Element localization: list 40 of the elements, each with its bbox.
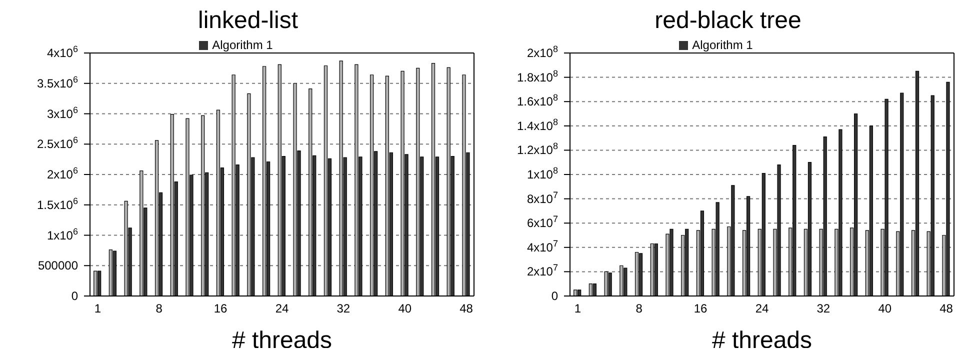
y-tick-label: 3.5x10$^{6}$ — [36, 74, 78, 90]
x-tick-label: 1 — [574, 302, 582, 316]
y-tick-label: 2.5x10$^{6}$ — [36, 135, 78, 152]
y-tick-label: 4x10$^{7}$ — [526, 238, 558, 254]
y-tick-label: 1.6x10$^{8}$ — [516, 92, 558, 109]
chart-title: linked-list — [196, 7, 300, 34]
x-tick-label: 16 — [694, 302, 708, 316]
y-tick-label: 6x10$^{7}$ — [526, 214, 558, 230]
x-tick-label: 8 — [636, 302, 643, 316]
x-tick-label: 16 — [214, 302, 228, 316]
y-tick-label: 500000 — [38, 258, 78, 273]
y-tick-label: 1.2x10$^{8}$ — [516, 141, 558, 158]
x-tick-label: 40 — [878, 302, 892, 316]
x-tick-label: 24 — [755, 302, 769, 316]
x-tick-label: 32 — [816, 302, 830, 316]
x-axis-title: # threads — [232, 327, 332, 354]
legend-label: Algorithm 1 — [692, 38, 753, 52]
y-tick-label: 1.5x10$^{6}$ — [36, 196, 78, 212]
x-tick-label: 24 — [275, 302, 289, 316]
y-tick-label: 1x10$^{6}$ — [46, 226, 78, 242]
chart-title: red-black tree — [654, 7, 802, 34]
y-tick-label: 8x10$^{7}$ — [526, 190, 558, 206]
y-tick-label: 1.8x10$^{8}$ — [516, 68, 558, 84]
y-tick-label: 1.4x10$^{8}$ — [516, 116, 558, 133]
x-tick-label: 48 — [460, 302, 474, 316]
x-tick-label: 32 — [336, 302, 350, 316]
x-tick-label: 1 — [94, 302, 102, 316]
y-tick-label: 0 — [71, 289, 78, 303]
x-tick-label: 8 — [156, 302, 163, 316]
y-tick-label: 2x10$^{8}$ — [526, 44, 558, 60]
y-tick-label: 3x10$^{6}$ — [46, 104, 78, 121]
y-tick-label: 2x10$^{6}$ — [46, 166, 78, 182]
y-tick-label: 0 — [551, 289, 558, 303]
y-tick-label: 2x10$^{7}$ — [526, 262, 558, 279]
x-tick-label: 40 — [398, 302, 412, 316]
legend-label: Algorithm 1 — [212, 38, 273, 52]
y-tick-label: 1x10$^{8}$ — [526, 166, 558, 182]
x-tick-label: 48 — [940, 302, 954, 316]
x-axis-title: # threads — [712, 327, 812, 354]
y-tick-label: 4x10$^{6}$ — [46, 44, 78, 60]
